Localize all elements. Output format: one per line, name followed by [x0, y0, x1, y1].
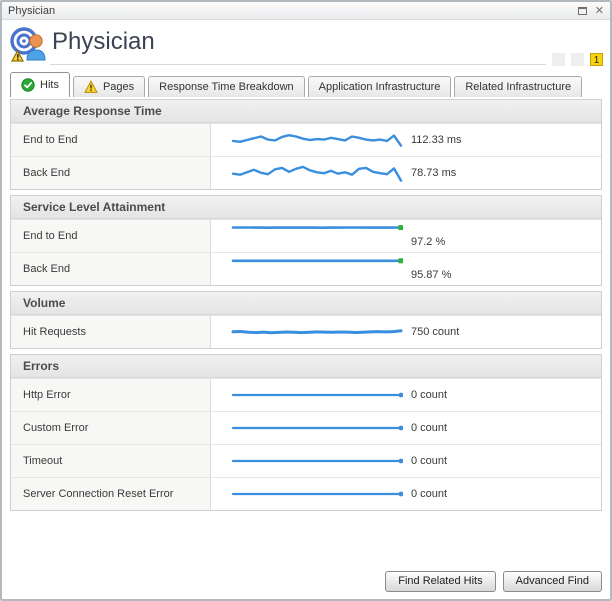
- section-header: Service Level Attainment: [11, 196, 601, 219]
- metric-label: Back End: [11, 157, 211, 189]
- tab-application-infrastructure[interactable]: Application Infrastructure: [307, 76, 452, 97]
- metric-row-timeout: Timeout 0 count: [11, 444, 601, 477]
- metric-chart-cell: 0 count: [211, 412, 601, 444]
- tab-related-infrastructure[interactable]: Related Infrastructure: [454, 76, 583, 97]
- metric-value: 112.33 ms: [411, 134, 462, 146]
- metric-value: 0 count: [411, 488, 448, 500]
- alert-count-badge[interactable]: 1: [590, 53, 603, 66]
- metric-chart-cell: 0 count: [211, 445, 601, 477]
- metric-value: 97.2 %: [411, 236, 446, 248]
- metric-value: 0 count: [411, 389, 448, 401]
- section-header: Volume: [11, 292, 601, 315]
- metric-label: End to End: [11, 124, 211, 156]
- sparkline-chart: [231, 491, 403, 497]
- sparkline-chart: [231, 458, 403, 464]
- metrics-content: Average Response Time End to End 112.33 ms…: [2, 97, 610, 511]
- metric-chart-cell: 0 count: [211, 478, 601, 510]
- tab-label: Hits: [40, 79, 59, 91]
- green-endpoint-marker: [398, 258, 403, 264]
- sparkline-chart: [231, 258, 403, 264]
- metric-label: Timeout: [11, 445, 211, 477]
- metric-chart-cell: 112.33 ms: [211, 124, 601, 156]
- tab-label: Application Infrastructure: [318, 81, 441, 93]
- tab-label: Pages: [102, 81, 135, 93]
- advanced-find-button[interactable]: Advanced Find: [502, 571, 602, 592]
- metric-label: Server Connection Reset Error: [11, 478, 211, 510]
- status-badges: 1: [552, 53, 603, 66]
- tab-label: Related Infrastructure: [465, 81, 572, 93]
- sparkline-chart: [231, 225, 403, 231]
- metric-value: 95.87 %: [411, 269, 452, 281]
- metric-row-http-error: Http Error 0 count: [11, 378, 601, 411]
- metric-row-back-end: Back End 78.73 ms: [11, 156, 601, 189]
- metric-row-server-connection-reset-error: Server Connection Reset Error 0 count: [11, 477, 601, 510]
- metric-label: Back End: [11, 253, 211, 285]
- metric-chart-cell: 97.2 %: [211, 220, 601, 252]
- metric-value: 78.73 ms: [411, 167, 457, 179]
- metric-value: 0 count: [411, 422, 448, 434]
- section-header: Errors: [11, 355, 601, 378]
- status-badge-empty: [552, 53, 565, 66]
- warning-triangle-icon: [84, 80, 98, 93]
- metric-chart-cell: 750 count: [211, 316, 601, 348]
- metric-row-end-to-end: End to End 112.33 ms: [11, 123, 601, 156]
- header: Physician 1: [2, 20, 610, 70]
- tab-label: Response Time Breakdown: [159, 81, 294, 93]
- sparkline-chart: [231, 392, 403, 398]
- blue-endpoint-marker: [398, 425, 403, 431]
- close-icon[interactable]: ✕: [594, 4, 604, 17]
- tab-hits[interactable]: Hits: [10, 72, 70, 97]
- sparkline-chart: [231, 165, 403, 182]
- header-underline: [50, 64, 546, 65]
- footer-actions: Find Related Hits Advanced Find: [385, 571, 602, 592]
- metric-row-hit-requests: Hit Requests 750 count: [11, 315, 601, 348]
- metric-chart-cell: 0 count: [211, 379, 601, 411]
- page-title: Physician: [52, 28, 155, 55]
- sparkline-chart: [231, 329, 403, 335]
- metric-value: 0 count: [411, 455, 448, 467]
- maximize-icon[interactable]: [577, 6, 587, 15]
- tab-response-time-breakdown[interactable]: Response Time Breakdown: [148, 76, 305, 97]
- section-errors: Errors Http Error 0 count Custom Error 0 cou…: [10, 354, 602, 511]
- metric-row-back-end: Back End 95.87 %: [11, 252, 601, 285]
- metric-label: Hit Requests: [11, 316, 211, 348]
- metric-chart-cell: 78.73 ms: [211, 157, 601, 189]
- blue-endpoint-marker: [398, 491, 403, 497]
- status-badge-empty: [571, 53, 584, 66]
- title-bar: Physician ✕: [2, 2, 610, 20]
- metric-label: End to End: [11, 220, 211, 252]
- section-service-level-attainment: Service Level Attainment End to End 97.2 %…: [10, 195, 602, 286]
- physician-target-avatar-icon: [10, 24, 50, 71]
- tab-pages[interactable]: Pages: [72, 76, 146, 97]
- tab-bar: Hits Pages Response Time Breakdown Applicat…: [2, 70, 610, 97]
- sparkline-chart: [231, 133, 403, 147]
- metric-value: 750 count: [411, 326, 460, 338]
- window-title: Physician: [8, 4, 56, 17]
- metric-label: Http Error: [11, 379, 211, 411]
- green-endpoint-marker: [398, 225, 403, 231]
- check-circle-icon: [21, 78, 35, 92]
- section-header: Average Response Time: [11, 100, 601, 123]
- blue-endpoint-marker: [398, 458, 403, 464]
- find-related-hits-button[interactable]: Find Related Hits: [385, 571, 496, 592]
- metric-row-end-to-end: End to End 97.2 %: [11, 219, 601, 252]
- section-volume: Volume Hit Requests 750 count: [10, 291, 602, 349]
- sparkline-chart: [231, 425, 403, 431]
- section-average-response-time: Average Response Time End to End 112.33 ms…: [10, 99, 602, 190]
- metric-chart-cell: 95.87 %: [211, 253, 601, 285]
- metric-label: Custom Error: [11, 412, 211, 444]
- blue-endpoint-marker: [398, 392, 403, 398]
- metric-row-custom-error: Custom Error 0 count: [11, 411, 601, 444]
